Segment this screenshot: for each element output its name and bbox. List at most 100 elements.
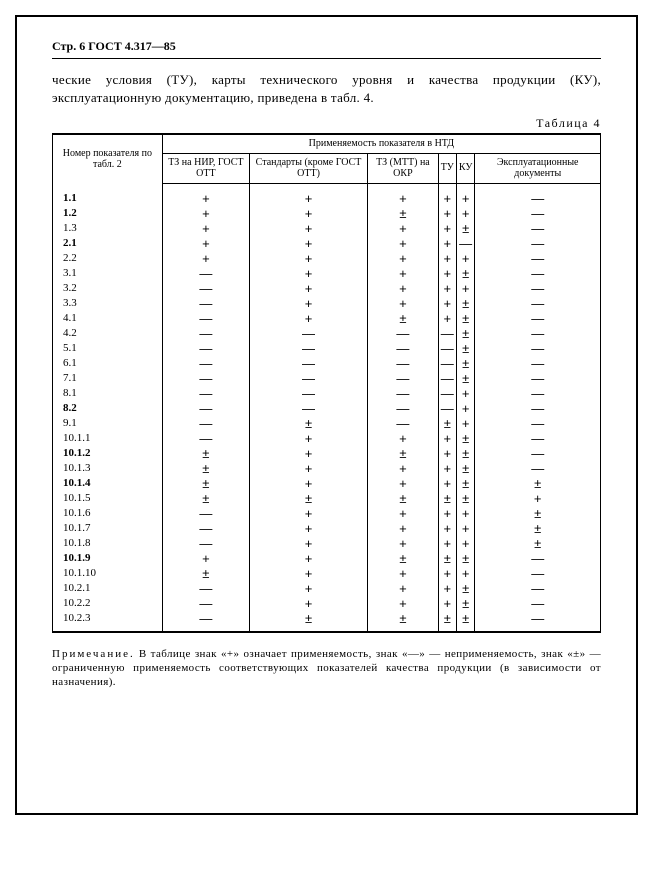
row-cell: +: [438, 311, 456, 326]
row-number: 10.1.3: [53, 461, 163, 476]
row-cell: +: [249, 476, 367, 491]
table-row: 3.2—++++—: [53, 281, 601, 296]
row-cell: —: [475, 431, 601, 446]
row-cell: —: [475, 596, 601, 611]
row-cell: ±: [368, 551, 439, 566]
row-cell: ±: [368, 311, 439, 326]
row-cell: —: [162, 326, 249, 341]
row-cell: ±: [438, 551, 456, 566]
row-cell: +: [368, 506, 439, 521]
row-cell: +: [438, 461, 456, 476]
row-cell: +: [249, 506, 367, 521]
row-cell: +: [162, 221, 249, 236]
row-cell: +: [249, 266, 367, 281]
row-number: 3.1: [53, 266, 163, 281]
col-header-6: Эксплуатационные документы: [475, 153, 601, 183]
row-cell: +: [456, 416, 475, 431]
row-cell: +: [249, 431, 367, 446]
footnote-text: В таблице знак «+» означает применяемост…: [52, 648, 601, 689]
row-cell: +: [438, 521, 456, 536]
row-cell: —: [162, 281, 249, 296]
row-cell: +: [438, 221, 456, 236]
col-header-2: Стандарты (кроме ГОСТ ОТТ): [249, 153, 367, 183]
row-cell: ±: [368, 491, 439, 506]
table-row: 10.1.3±+++±—: [53, 461, 601, 476]
table-caption: Таблица 4: [52, 116, 601, 131]
row-cell: —: [249, 326, 367, 341]
col-header-group: Применяемость показателя в НТД: [162, 134, 600, 153]
row-cell: —: [249, 401, 367, 416]
row-cell: +: [249, 206, 367, 221]
row-cell: +: [368, 251, 439, 266]
row-cell: —: [162, 356, 249, 371]
row-cell: ±: [475, 506, 601, 521]
row-cell: +: [438, 236, 456, 251]
row-cell: ±: [456, 491, 475, 506]
row-cell: —: [162, 401, 249, 416]
table-row: 4.1—+±+±—: [53, 311, 601, 326]
table-row: 7.1————±—: [53, 371, 601, 386]
row-cell: ±: [162, 566, 249, 581]
row-cell: +: [475, 491, 601, 506]
row-cell: —: [368, 326, 439, 341]
row-cell: +: [456, 281, 475, 296]
row-cell: +: [368, 266, 439, 281]
row-cell: —: [249, 371, 367, 386]
row-cell: +: [249, 221, 367, 236]
table-row: 4.2————±—: [53, 326, 601, 341]
row-number: 8.1: [53, 386, 163, 401]
table-row: 2.2+++++—: [53, 251, 601, 266]
row-cell: +: [438, 183, 456, 206]
page-frame: Стр. 6 ГОСТ 4.317—85 ческие условия (ТУ)…: [15, 15, 638, 815]
table-row: 5.1————±—: [53, 341, 601, 356]
row-cell: ±: [438, 416, 456, 431]
row-cell: +: [249, 281, 367, 296]
table-row: 10.1.4±+++±±: [53, 476, 601, 491]
row-cell: —: [438, 356, 456, 371]
table-row: 2.1++++——: [53, 236, 601, 251]
row-cell: —: [475, 461, 601, 476]
row-cell: ±: [162, 491, 249, 506]
row-cell: —: [162, 431, 249, 446]
row-cell: +: [368, 461, 439, 476]
row-cell: +: [162, 206, 249, 221]
table-row: 1.2++±++—: [53, 206, 601, 221]
table-body: 1.1+++++—1.2++±++—1.3++++±—2.1++++——2.2+…: [53, 183, 601, 632]
row-cell: +: [249, 551, 367, 566]
row-cell: +: [456, 566, 475, 581]
row-cell: —: [162, 341, 249, 356]
table-row: 1.3++++±—: [53, 221, 601, 236]
row-cell: —: [475, 386, 601, 401]
row-cell: ±: [475, 521, 601, 536]
row-number: 10.2.3: [53, 611, 163, 632]
table-row: 3.1—+++±—: [53, 266, 601, 281]
row-cell: +: [249, 296, 367, 311]
row-number: 4.1: [53, 311, 163, 326]
row-cell: +: [368, 596, 439, 611]
row-cell: +: [438, 206, 456, 221]
row-cell: +: [368, 281, 439, 296]
row-cell: +: [438, 296, 456, 311]
row-cell: —: [162, 266, 249, 281]
row-cell: —: [475, 416, 601, 431]
row-cell: —: [162, 506, 249, 521]
row-number: 10.1.10: [53, 566, 163, 581]
row-cell: —: [475, 206, 601, 221]
page-header: Стр. 6 ГОСТ 4.317—85: [52, 39, 601, 59]
row-cell: +: [249, 311, 367, 326]
row-cell: —: [475, 551, 601, 566]
row-cell: —: [475, 236, 601, 251]
row-cell: +: [438, 581, 456, 596]
row-cell: —: [368, 356, 439, 371]
row-cell: +: [438, 251, 456, 266]
row-cell: +: [368, 521, 439, 536]
table-header: Номер показателя по табл. 2 Применяемост…: [53, 134, 601, 183]
col-header-1: ТЗ на НИР, ГОСТ ОТТ: [162, 153, 249, 183]
row-cell: +: [368, 566, 439, 581]
row-number: 10.1.9: [53, 551, 163, 566]
row-number: 10.1.7: [53, 521, 163, 536]
row-number: 5.1: [53, 341, 163, 356]
row-cell: +: [456, 521, 475, 536]
table-row: 1.1+++++—: [53, 183, 601, 206]
row-cell: +: [438, 536, 456, 551]
